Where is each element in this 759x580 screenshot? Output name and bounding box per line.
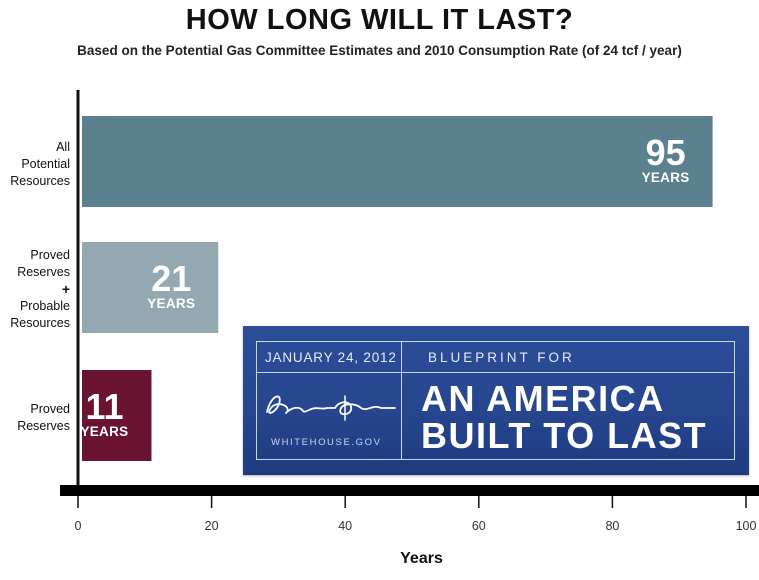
blueprint-banner: JANUARY 24, 2012 BLUEPRINT FOR WHITEHOUS… — [243, 326, 749, 475]
category-label-line: Resources — [10, 173, 70, 188]
category-label-line: Probable — [19, 298, 70, 313]
category-label: All Potential Resources — [10, 139, 70, 190]
x-tick-label: 100 — [735, 519, 757, 533]
category-label-line: Reserves — [17, 419, 70, 433]
category-label-line: Proved — [30, 247, 70, 262]
bar-value-unit: YEARS — [641, 169, 690, 185]
chart-title: HOW LONG WILL IT LAST? — [185, 4, 574, 36]
chart-subtitle: Based on the Potential Gas Committee Est… — [77, 43, 682, 58]
banner-rule — [256, 372, 735, 373]
category-label-line: Reserves — [17, 264, 70, 279]
x-tick-label: 0 — [74, 519, 82, 533]
bar — [82, 242, 219, 333]
category-label-line: Potential — [21, 156, 70, 171]
x-tick-label: 80 — [605, 519, 620, 533]
banner-frame — [256, 341, 735, 460]
signature-icon — [266, 395, 396, 421]
bar-value-number: 95 — [645, 131, 686, 173]
bar-value-label: 11 YEARS — [69, 385, 139, 440]
bar-value-unit: YEARS — [80, 423, 129, 439]
category-label-line: Proved — [30, 402, 70, 416]
bar-value-number: 11 — [85, 385, 124, 427]
x-tick-label: 20 — [204, 519, 219, 533]
banner-kicker: BLUEPRINT FOR — [428, 350, 575, 365]
bar-value-label: 21 YEARS — [136, 257, 206, 312]
x-axis-label: Years — [400, 550, 443, 567]
bar-value-unit: YEARS — [147, 295, 196, 311]
bar — [82, 370, 152, 461]
category-label-line: All — [56, 139, 70, 154]
category-label-line: Resources — [10, 315, 70, 330]
x-tick-label: 40 — [338, 519, 353, 533]
banner-headline: AN AMERICA BUILT TO LAST — [421, 380, 707, 454]
banner-date: JANUARY 24, 2012 — [265, 350, 397, 365]
banner-headline-line-2: BUILT TO LAST — [421, 415, 708, 456]
bar-value-label: 95 YEARS — [631, 131, 701, 186]
category-label: Proved Reserves + Probable Resources — [10, 247, 70, 332]
category-label: Proved Reserves — [17, 401, 70, 435]
banner-headline-line-1: AN AMERICA — [421, 378, 665, 419]
bar — [82, 116, 713, 207]
x-tick-label: 60 — [471, 519, 486, 533]
banner-site: WHITEHOUSE.GOV — [271, 437, 382, 448]
category-label-line: + — [61, 280, 70, 297]
x-axis-line — [60, 485, 759, 496]
bar-value-number: 21 — [151, 257, 192, 299]
banner-divider — [401, 341, 402, 460]
